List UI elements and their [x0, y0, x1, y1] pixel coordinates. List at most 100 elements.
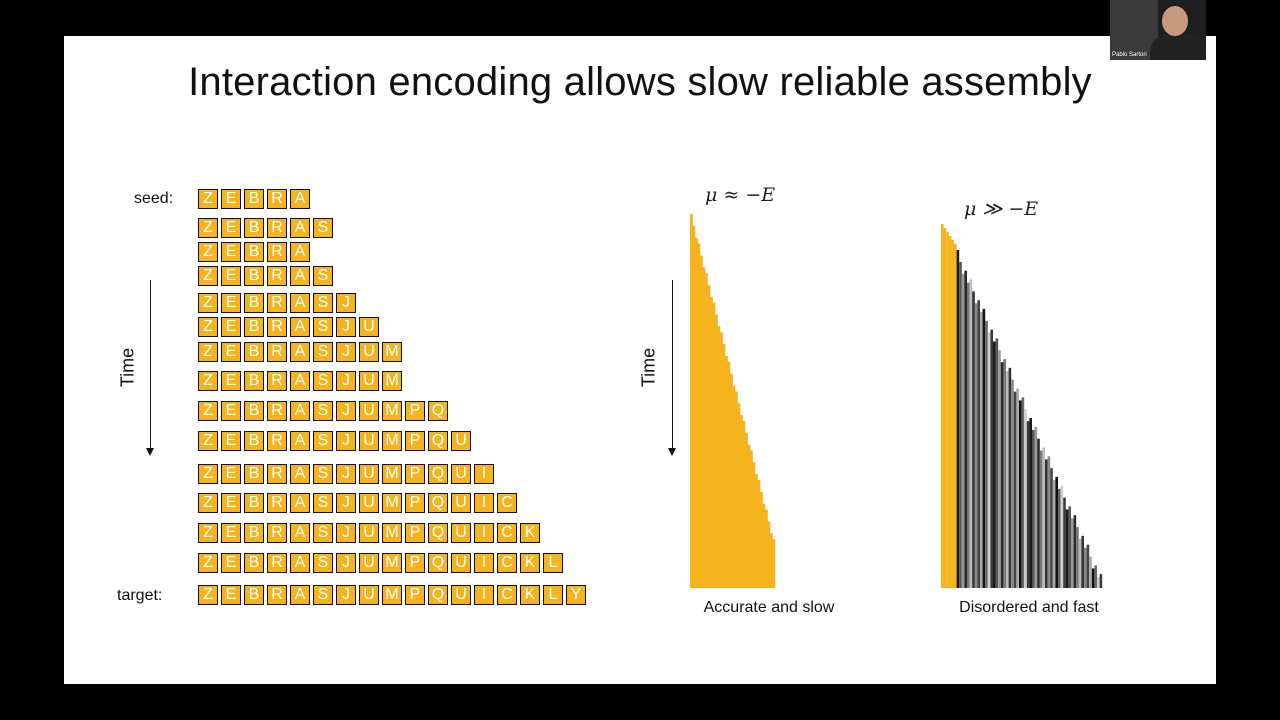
letter-tile: Q — [428, 553, 448, 573]
letter-tile: J — [336, 342, 356, 362]
staircase-bar-grey — [990, 329, 993, 588]
staircase-bar — [705, 273, 708, 588]
letter-tile: S — [313, 293, 333, 313]
letter-tile: B — [244, 553, 264, 573]
staircase-bar-grey — [977, 300, 980, 588]
staircase-bar-grey — [1091, 568, 1095, 588]
staircase-bar-grey — [1099, 574, 1103, 588]
staircase-bar-grey — [1050, 468, 1053, 588]
staircase-bar-grey — [1029, 418, 1032, 588]
letter-tile: R — [267, 553, 287, 573]
letter-tile: M — [382, 464, 402, 484]
caption-disordered-fast: Disordered and fast — [959, 599, 1099, 616]
staircase-bar-grey — [1055, 476, 1058, 588]
letter-tile: I — [474, 553, 494, 573]
letter-tile: A — [290, 189, 310, 209]
letter-tile: M — [382, 431, 402, 451]
staircase-bar-grey — [1019, 400, 1022, 588]
letter-tile: U — [359, 523, 379, 543]
staircase-bar — [770, 533, 773, 588]
letter-tile: U — [451, 585, 471, 605]
staircase-bar-grey — [1037, 438, 1040, 588]
equation-right: μ ≫ −E — [964, 198, 1039, 220]
staircase-bar-grey — [993, 341, 996, 588]
letter-tile: E — [221, 431, 241, 451]
letter-tile: K — [520, 523, 540, 543]
letter-tile: B — [244, 189, 264, 209]
letter-tile: E — [221, 293, 241, 313]
letter-tile: U — [359, 553, 379, 573]
letter-tile: J — [336, 493, 356, 513]
letter-tile: A — [290, 464, 310, 484]
letter-tile: Z — [198, 553, 218, 573]
letter-tile: A — [290, 266, 310, 286]
staircase-bar-grey — [972, 291, 975, 588]
letter-tile: Z — [198, 218, 218, 238]
letter-tile: B — [244, 293, 264, 313]
letter-tile: B — [244, 401, 264, 421]
slide: Interaction encoding allows slow reliabl… — [64, 36, 1216, 684]
letter-tile: J — [336, 401, 356, 421]
staircase-bar — [752, 462, 756, 588]
letter-tile: B — [244, 266, 264, 286]
staircase-bar-grey — [1058, 488, 1061, 588]
letter-tile: I — [474, 464, 494, 484]
letter-tile: E — [221, 218, 241, 238]
staircase-bar — [755, 474, 758, 588]
letter-tile: S — [313, 493, 333, 513]
letter-tile: Z — [198, 585, 218, 605]
letter-tile: Z — [198, 401, 218, 421]
staircase-bar — [732, 385, 736, 588]
staircase-bar-grey — [1042, 447, 1045, 588]
letter-tile: U — [359, 401, 379, 421]
letter-tile: C — [497, 523, 517, 543]
letter-tile: E — [221, 493, 241, 513]
slide-title: Interaction encoding allows slow reliabl… — [188, 60, 1092, 104]
staircase-bar — [727, 361, 731, 588]
staircase-bar-yellow — [954, 244, 957, 588]
target-label: target: — [117, 587, 163, 604]
letter-tile: M — [382, 401, 402, 421]
staircase-bar — [692, 225, 696, 588]
letter-tile: A — [290, 293, 310, 313]
letter-tile: Z — [198, 493, 218, 513]
staircase-bar — [745, 432, 748, 588]
letter-tile: C — [497, 553, 517, 573]
staircase-bar-grey — [956, 250, 960, 588]
letter-tile: J — [336, 553, 356, 573]
staircase-bar-grey — [1081, 535, 1084, 588]
staircase-bar-yellow — [946, 232, 949, 588]
staircase-bar-grey — [1084, 547, 1087, 588]
webcam-person-face — [1162, 6, 1188, 36]
letter-tile: S — [313, 553, 333, 573]
letter-tile: A — [290, 401, 310, 421]
letter-tile: J — [336, 317, 356, 337]
letter-tile: U — [359, 585, 379, 605]
staircase-bar-grey — [974, 303, 978, 588]
letter-tile: Z — [198, 317, 218, 337]
webcam-name: Pablo Sartori — [1112, 52, 1147, 58]
letter-tile: E — [221, 553, 241, 573]
letter-tile: E — [221, 523, 241, 543]
staircase-bar — [697, 243, 701, 588]
letter-tile: Z — [198, 242, 218, 262]
staircase-bar-grey — [1089, 556, 1092, 588]
letter-tile: E — [221, 371, 241, 391]
staircase-bar — [765, 509, 768, 588]
staircase-bar-grey — [982, 308, 986, 588]
letter-tile: U — [451, 523, 471, 543]
staircase-bar — [747, 444, 751, 588]
letter-tile: Z — [198, 371, 218, 391]
staircase-bar — [742, 420, 746, 588]
letter-tile: U — [359, 371, 379, 391]
letter-tile: E — [221, 266, 241, 286]
letter-tile: M — [382, 493, 402, 513]
letter-tile: Q — [428, 493, 448, 513]
staircase-bar-yellow — [943, 228, 947, 588]
staircase-bar — [715, 314, 718, 588]
